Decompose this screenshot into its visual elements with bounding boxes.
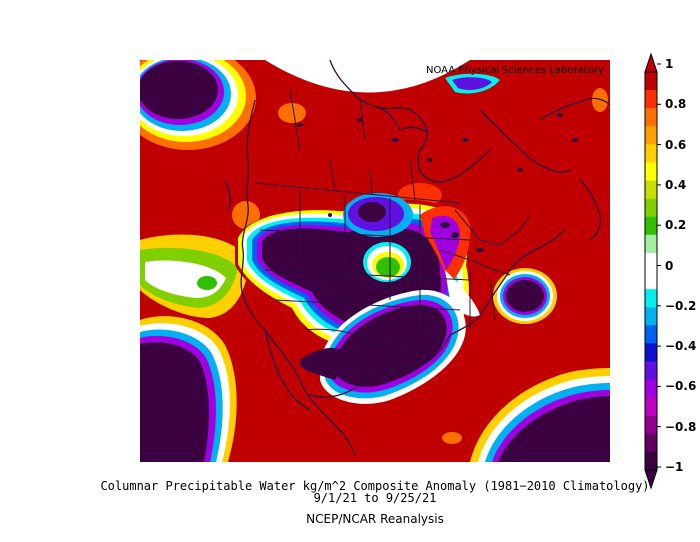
colorbar-min-arrow [644,469,658,490]
colorbar-segment [645,307,657,326]
colorbar-segment [645,289,657,308]
credit-label: NOAA Physical Sciences Laboratory [426,65,604,76]
colorbar-segment [645,126,657,145]
colorbar-max-arrow [644,52,658,73]
colorbar-tick-label: −0.2 [665,298,697,313]
colorbar-segment [645,72,657,91]
colorbar-segment [645,234,657,254]
political-borders [254,89,531,347]
colorbar-tick-label: −0.8 [665,419,697,434]
colorbar-tick-label: −0.4 [665,339,697,354]
colorbar-tick-label: 0.4 [665,177,687,192]
colorbar-tick-label: 0.8 [665,97,687,112]
caption-source: NCEP/NCAR Reanalysis [306,512,444,526]
colorbar-tick-label: 0 [665,258,674,273]
colorbar-tick-label: 0.6 [665,137,687,152]
lakes-islands [297,113,578,252]
colorbar-segment [645,162,657,182]
colorbar-segment [645,415,657,435]
colorbar-tick-label: 0.2 [665,218,687,233]
colorbar-segment [645,198,657,218]
caption-dates: 9/1/21 to 9/25/21 [313,491,437,505]
colorbar-segment [645,343,657,362]
colorbar-segment [645,252,657,272]
caption-title: Columnar Precipitable Water kg/m^2 Compo… [100,479,650,493]
colorbar-segment [645,433,657,453]
colorbar-segment [645,90,657,109]
colorbar-segment [645,216,657,236]
colorbar-segment [645,144,657,163]
colorbar [644,52,661,490]
colorbar-segment [645,180,657,200]
colorbar-segment [645,271,657,290]
coastlines [224,59,611,456]
colorbar-segment [645,379,657,399]
colorbar-segment [645,325,657,344]
colorbar-segment [645,361,657,381]
map-field [140,60,610,462]
colorbar-tick-label: −1 [665,460,684,474]
colorbar-segment [645,451,657,471]
colorbar-segment [645,108,657,127]
colorbar-tick-label: 1 [665,57,674,71]
colorbar-segment [645,397,657,417]
colorbar-tick-label: −0.6 [665,379,697,394]
